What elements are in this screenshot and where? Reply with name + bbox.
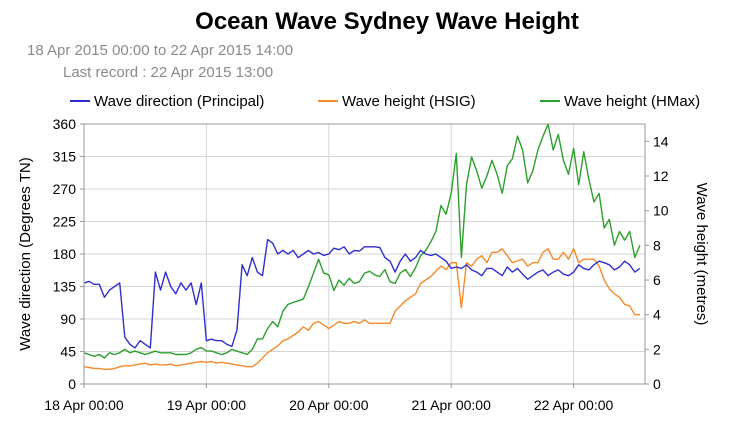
chart-last-record: Last record : 22 Apr 2015 13:00 [63, 64, 273, 81]
y-tick-label-left: 45 [60, 344, 76, 360]
series-lines [83, 123, 641, 370]
y-tick-label-left: 360 [53, 116, 77, 132]
series-line-wave-direction-principal [83, 238, 641, 349]
x-tick-label: 18 Apr 00:00 [44, 397, 124, 413]
y-tick-label-left: 315 [53, 149, 77, 165]
y-tick-label-right: 0 [653, 376, 661, 392]
y-axis-label-right: Wave height (metres) [693, 183, 710, 326]
x-tick-label: 21 Apr 00:00 [411, 397, 491, 413]
chart-title: Ocean Wave Sydney Wave Height [195, 8, 579, 35]
axis-ticks: 0 45 90 135 180 225 270 315 360 0 2 4 6 8 10 12 14 18 Apr… [44, 116, 668, 413]
legend-label: Wave direction (Principal) [94, 93, 264, 110]
y-tick-label-right: 4 [653, 307, 661, 323]
legend-item: Wave height (HSIG) [318, 93, 476, 110]
y-tick-label-left: 135 [53, 279, 77, 295]
y-tick-label-left: 0 [68, 376, 76, 392]
y-tick-label-right: 8 [653, 237, 661, 253]
y-tick-label-right: 6 [653, 272, 661, 288]
x-tick-label: 19 Apr 00:00 [167, 397, 247, 413]
series-line-wave-height-hmax [83, 123, 641, 359]
y-tick-label-left: 270 [53, 181, 77, 197]
series-line-wave-height-hsig [83, 248, 640, 370]
x-tick-label: 20 Apr 00:00 [289, 397, 369, 413]
y-tick-label-right: 14 [653, 133, 669, 149]
legend-label: Wave height (HMax) [564, 93, 700, 110]
chart-date-range: 18 Apr 2015 00:00 to 22 Apr 2015 14:00 [27, 42, 293, 59]
x-tick-label: 22 Apr 00:00 [534, 397, 614, 413]
legend-label: Wave height (HSIG) [342, 93, 476, 110]
grid [84, 124, 645, 384]
y-axis-label-left: Wave direction (Degrees TN) [17, 157, 34, 350]
y-tick-label-right: 2 [653, 341, 661, 357]
y-tick-label-left: 225 [53, 214, 77, 230]
y-tick-label-right: 10 [653, 203, 669, 219]
y-tick-label-left: 90 [60, 311, 76, 327]
y-tick-label-left: 180 [53, 246, 77, 262]
legend-item: Wave direction (Principal) [70, 93, 264, 110]
legend-item: Wave height (HMax) [540, 93, 700, 110]
y-tick-label-right: 12 [653, 168, 669, 184]
legend: Wave direction (Principal) Wave height (H… [70, 93, 700, 110]
